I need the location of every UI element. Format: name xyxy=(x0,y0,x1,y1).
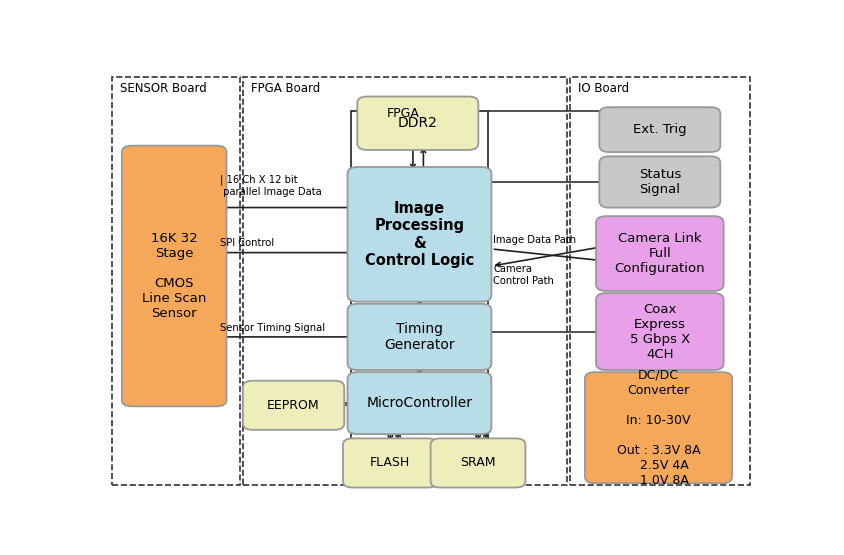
Text: Camera
Control Path: Camera Control Path xyxy=(494,264,555,285)
Bar xyxy=(570,77,749,486)
Text: 16K 32
Stage

CMOS
Line Scan
Sensor: 16K 32 Stage CMOS Line Scan Sensor xyxy=(142,232,207,320)
FancyBboxPatch shape xyxy=(348,372,491,434)
FancyBboxPatch shape xyxy=(243,381,344,430)
FancyBboxPatch shape xyxy=(430,438,526,487)
FancyBboxPatch shape xyxy=(343,438,438,487)
Text: DC/DC
Converter

In: 10-30V

Out : 3.3V 8A
   2.5V 4A
   1.0V 8A: DC/DC Converter In: 10-30V Out : 3.3V 8A… xyxy=(617,369,701,487)
Text: Sensor Timing Signal: Sensor Timing Signal xyxy=(220,322,325,332)
Text: EEPROM: EEPROM xyxy=(268,399,320,412)
FancyBboxPatch shape xyxy=(596,216,723,291)
FancyBboxPatch shape xyxy=(357,97,479,150)
Text: SENSOR Board: SENSOR Board xyxy=(120,82,207,95)
Text: | 16 Ch X 12 bit
 parallel Image Data: | 16 Ch X 12 bit parallel Image Data xyxy=(220,175,322,197)
Text: DDR2: DDR2 xyxy=(398,116,438,130)
FancyBboxPatch shape xyxy=(585,372,732,483)
Bar xyxy=(112,77,240,486)
FancyBboxPatch shape xyxy=(599,157,721,208)
Text: Camera Link
Full
Configuration: Camera Link Full Configuration xyxy=(614,232,706,275)
FancyBboxPatch shape xyxy=(122,145,226,406)
FancyBboxPatch shape xyxy=(348,304,491,370)
Text: SRAM: SRAM xyxy=(460,456,495,470)
Text: FLASH: FLASH xyxy=(371,456,410,470)
FancyBboxPatch shape xyxy=(348,167,491,302)
Text: FPGA Board: FPGA Board xyxy=(251,82,320,95)
Bar xyxy=(351,112,488,443)
Text: Coax
Express
5 Gbps X
4CH: Coax Express 5 Gbps X 4CH xyxy=(630,302,690,361)
Text: Timing
Generator: Timing Generator xyxy=(384,322,455,352)
FancyBboxPatch shape xyxy=(599,107,721,152)
FancyBboxPatch shape xyxy=(596,293,723,370)
Text: IO Board: IO Board xyxy=(578,82,629,95)
Text: MicroController: MicroController xyxy=(366,396,473,410)
Text: Image
Processing
&
Control Logic: Image Processing & Control Logic xyxy=(365,201,474,268)
Text: Status
Signal: Status Signal xyxy=(639,168,681,196)
Text: Image Data Path: Image Data Path xyxy=(494,235,576,245)
Text: Ext. Trig: Ext. Trig xyxy=(633,123,687,136)
Bar xyxy=(243,77,566,486)
Text: SPI Control: SPI Control xyxy=(220,238,274,248)
Text: FPGA: FPGA xyxy=(387,107,419,120)
